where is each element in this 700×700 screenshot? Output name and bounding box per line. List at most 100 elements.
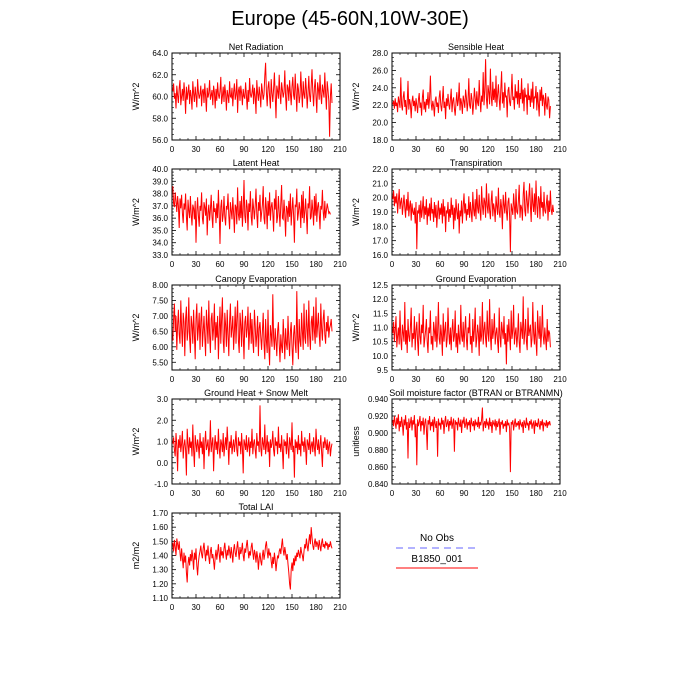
y-tick-label: -1.0 [154, 480, 168, 489]
y-tick-label: 1.60 [152, 523, 168, 532]
x-tick-label: 0 [390, 489, 395, 498]
y-tick-label: 18.0 [372, 222, 388, 231]
x-tick-label: 210 [553, 489, 567, 498]
y-tick-label: 1.0 [157, 438, 169, 447]
y-tick-label: 62.0 [152, 71, 168, 80]
series-line [392, 407, 551, 473]
y-tick-label: 0.900 [368, 429, 389, 438]
y-tick-label: 1.50 [152, 537, 168, 546]
y-axis-label: W/m^2 [131, 83, 141, 111]
x-tick-label: 30 [192, 145, 201, 154]
panel-title: Canopy Evaporation [215, 274, 297, 284]
y-tick-label: 20.0 [372, 194, 388, 203]
x-tick-label: 150 [505, 489, 519, 498]
x-tick-label: 120 [481, 260, 495, 269]
x-tick-label: 150 [285, 489, 299, 498]
legend-label-no-obs: No Obs [420, 533, 454, 544]
panel-6: Ground Evaporation W/m^2 0 30 60 90 120 150 180 2… [351, 274, 567, 384]
y-tick-label: 36.0 [152, 214, 168, 223]
y-axis-label: W/m^2 [351, 83, 361, 111]
y-tick-label: 1.30 [152, 566, 168, 575]
x-tick-label: 180 [309, 260, 323, 269]
y-tick-label: 22.0 [372, 165, 388, 174]
y-tick-label: 7.00 [152, 312, 168, 321]
x-tick-label: 60 [216, 603, 225, 612]
y-tick-label: 34.0 [152, 239, 168, 248]
x-tick-label: 150 [285, 260, 299, 269]
x-tick-label: 30 [412, 489, 421, 498]
x-tick-label: 210 [553, 260, 567, 269]
y-tick-label: 20.0 [372, 119, 388, 128]
y-tick-label: 35.0 [152, 226, 168, 235]
y-tick-label: 37.0 [152, 202, 168, 211]
x-tick-label: 90 [240, 603, 249, 612]
y-tick-label: 60.0 [152, 93, 168, 102]
x-tick-label: 210 [333, 489, 347, 498]
panel-title: Latent Heat [233, 158, 280, 168]
x-tick-label: 180 [529, 145, 543, 154]
x-tick-label: 0 [170, 260, 175, 269]
x-tick-label: 180 [309, 489, 323, 498]
x-tick-label: 0 [170, 489, 175, 498]
y-tick-label: 10.5 [372, 338, 388, 347]
x-tick-label: 90 [460, 375, 469, 384]
y-tick-label: 0.840 [368, 480, 389, 489]
panel-title: Total LAI [238, 502, 273, 512]
x-tick-label: 150 [285, 603, 299, 612]
y-tick-label: 64.0 [152, 49, 168, 58]
panel-title: Net Radiation [229, 42, 284, 52]
x-tick-label: 180 [529, 260, 543, 269]
y-tick-label: 12.0 [372, 295, 388, 304]
y-tick-label: 17.0 [372, 237, 388, 246]
series-line [392, 59, 551, 120]
panel-title: Sensible Heat [448, 42, 505, 52]
y-tick-label: 6.00 [152, 343, 168, 352]
y-axis-label: W/m^2 [351, 314, 361, 342]
x-tick-label: 30 [412, 375, 421, 384]
x-tick-label: 30 [192, 260, 201, 269]
y-tick-label: 0.940 [368, 395, 389, 404]
x-tick-label: 0 [170, 145, 175, 154]
y-tick-label: 16.0 [372, 251, 388, 260]
y-tick-label: 1.20 [152, 580, 168, 589]
x-tick-label: 90 [460, 145, 469, 154]
x-tick-label: 90 [240, 489, 249, 498]
x-tick-label: 120 [261, 375, 275, 384]
x-tick-label: 0 [390, 260, 395, 269]
x-tick-label: 60 [216, 260, 225, 269]
x-tick-label: 60 [216, 489, 225, 498]
panel-4: Transpiration W/m^2 0 30 60 90 120 150 180 210 16.… [351, 158, 567, 269]
x-tick-label: 150 [285, 145, 299, 154]
y-tick-label: 26.0 [372, 66, 388, 75]
y-tick-label: 2.0 [157, 416, 169, 425]
series-line [172, 291, 333, 366]
panel-8: Soil moisture factor (BTRAN or BTRANMN) u… [351, 388, 567, 498]
x-tick-label: 180 [309, 145, 323, 154]
x-tick-label: 210 [333, 375, 347, 384]
x-tick-label: 60 [436, 145, 445, 154]
x-tick-label: 150 [285, 375, 299, 384]
y-axis-label: unitless [351, 426, 361, 457]
panel-3: Latent Heat W/m^2 0 30 60 90 120 150 180 210 33.0 3… [131, 158, 347, 269]
y-tick-label: 12.5 [372, 281, 388, 290]
y-tick-label: 5.50 [152, 358, 168, 367]
panel-title: Transpiration [450, 158, 502, 168]
y-axis-label: W/m^2 [351, 198, 361, 226]
y-tick-label: 8.00 [152, 281, 168, 290]
x-tick-label: 150 [505, 375, 519, 384]
x-tick-label: 120 [261, 145, 275, 154]
x-tick-label: 210 [333, 260, 347, 269]
y-tick-label: 0.0 [157, 459, 169, 468]
series-line [392, 180, 555, 253]
x-tick-label: 90 [240, 375, 249, 384]
x-tick-label: 180 [529, 375, 543, 384]
y-tick-label: 18.0 [372, 136, 388, 145]
x-tick-label: 120 [261, 260, 275, 269]
x-tick-label: 210 [553, 145, 567, 154]
x-tick-label: 120 [261, 603, 275, 612]
y-tick-label: 21.0 [372, 179, 388, 188]
y-tick-label: 9.5 [377, 366, 389, 375]
legend-label-b1850: B1850_001 [411, 554, 463, 565]
series-line [172, 180, 331, 244]
x-tick-label: 210 [553, 375, 567, 384]
